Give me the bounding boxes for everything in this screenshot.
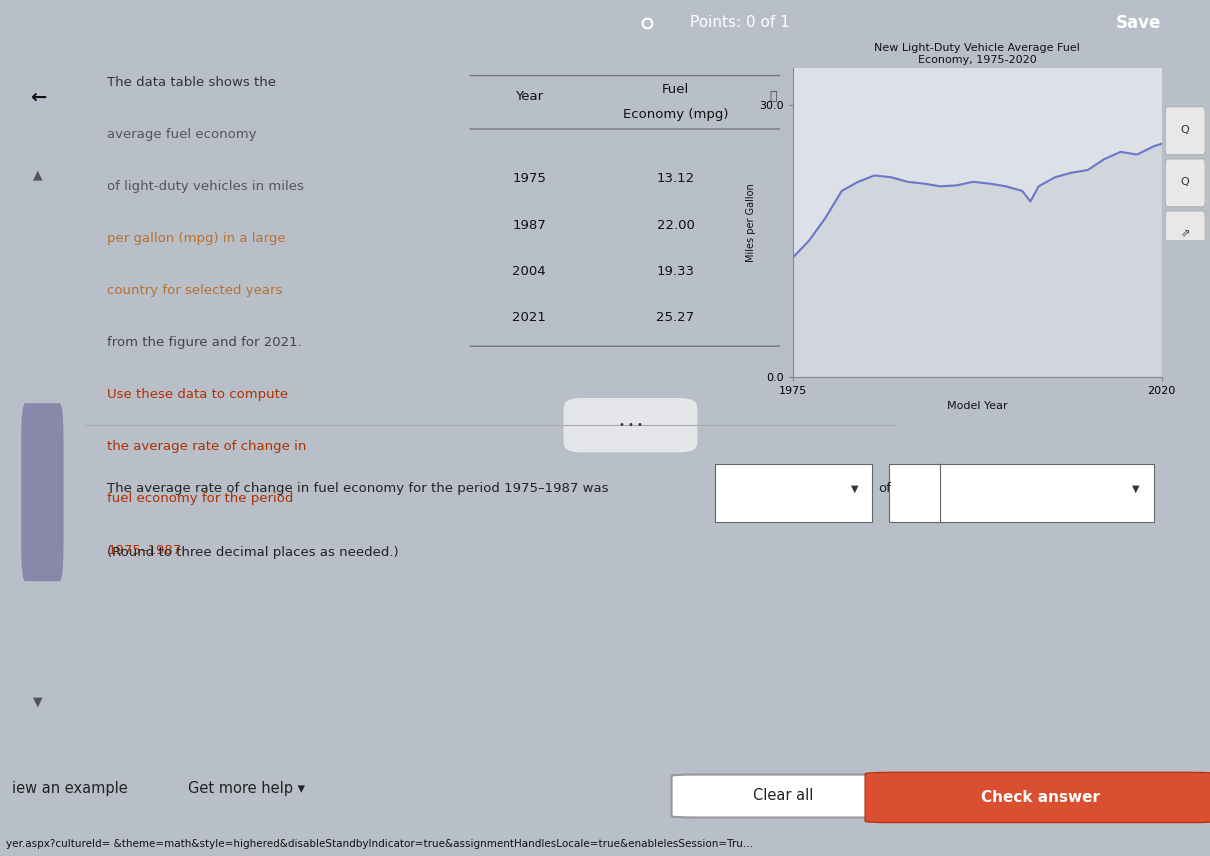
Text: (Round to three decimal places as needed.): (Round to three decimal places as needed… — [108, 546, 399, 559]
Text: Points: 0 of 1: Points: 0 of 1 — [690, 15, 789, 30]
FancyBboxPatch shape — [940, 464, 1153, 522]
Text: Clear all: Clear all — [753, 788, 813, 803]
Text: 1987: 1987 — [512, 218, 546, 232]
FancyBboxPatch shape — [715, 464, 872, 522]
Text: Fuel: Fuel — [662, 83, 690, 97]
Text: ▼: ▼ — [1131, 484, 1139, 494]
Text: ▲: ▲ — [34, 169, 42, 181]
Text: average fuel economy: average fuel economy — [108, 128, 257, 141]
Text: 1975–1987.: 1975–1987. — [108, 544, 185, 557]
FancyBboxPatch shape — [1165, 159, 1205, 207]
Text: ▼: ▼ — [34, 696, 42, 709]
Text: per gallon (mpg) in a large: per gallon (mpg) in a large — [108, 232, 286, 245]
Text: ⎘: ⎘ — [770, 91, 777, 104]
Text: 1975: 1975 — [512, 172, 546, 186]
Text: Year: Year — [515, 91, 543, 104]
FancyBboxPatch shape — [22, 403, 64, 581]
FancyBboxPatch shape — [889, 464, 944, 522]
Text: Save: Save — [1116, 14, 1162, 32]
Title: New Light-Duty Vehicle Average Fuel
Economy, 1975-2020: New Light-Duty Vehicle Average Fuel Econ… — [874, 44, 1081, 65]
Text: Q: Q — [1181, 177, 1189, 187]
Text: of light-duty vehicles in miles: of light-duty vehicles in miles — [108, 180, 304, 193]
Text: yer.aspx?cultureld= &theme=math&style=highered&disableStandbyIndicator=true&assi: yer.aspx?cultureld= &theme=math&style=hi… — [6, 839, 753, 849]
Text: ←: ← — [30, 87, 46, 106]
FancyBboxPatch shape — [1165, 211, 1205, 259]
Text: the average rate of change in: the average rate of change in — [108, 440, 306, 453]
Text: 22.00: 22.00 — [657, 218, 695, 232]
Y-axis label: Miles per Gallon: Miles per Gallon — [747, 183, 756, 262]
Text: The average rate of change in fuel economy for the period 1975–1987 was: The average rate of change in fuel econo… — [108, 482, 609, 495]
Text: of: of — [878, 482, 891, 495]
Text: Get more help ▾: Get more help ▾ — [188, 781, 305, 796]
Text: 2004: 2004 — [512, 265, 546, 278]
Text: Check answer: Check answer — [981, 789, 1100, 805]
Text: ▼: ▼ — [852, 484, 859, 494]
Text: iew an example: iew an example — [12, 781, 128, 796]
Text: fuel economy for the period: fuel economy for the period — [108, 492, 294, 505]
FancyBboxPatch shape — [563, 397, 698, 453]
Text: ⇗: ⇗ — [1181, 229, 1189, 239]
Text: from the figure and for 2021.: from the figure and for 2021. — [108, 336, 302, 349]
Text: Economy (mpg): Economy (mpg) — [623, 108, 728, 122]
FancyBboxPatch shape — [865, 772, 1210, 823]
Text: The data table shows the: The data table shows the — [108, 76, 276, 89]
Text: 2021: 2021 — [512, 312, 546, 324]
FancyBboxPatch shape — [672, 775, 895, 817]
FancyBboxPatch shape — [1165, 107, 1205, 155]
Text: • • •: • • • — [618, 419, 643, 430]
Text: 13.12: 13.12 — [656, 172, 695, 186]
Text: Use these data to compute: Use these data to compute — [108, 388, 288, 401]
Text: country for selected years: country for selected years — [108, 284, 283, 297]
Text: 19.33: 19.33 — [657, 265, 695, 278]
Text: 25.27: 25.27 — [656, 312, 695, 324]
X-axis label: Model Year: Model Year — [946, 401, 1008, 411]
Text: Q: Q — [1181, 125, 1189, 135]
